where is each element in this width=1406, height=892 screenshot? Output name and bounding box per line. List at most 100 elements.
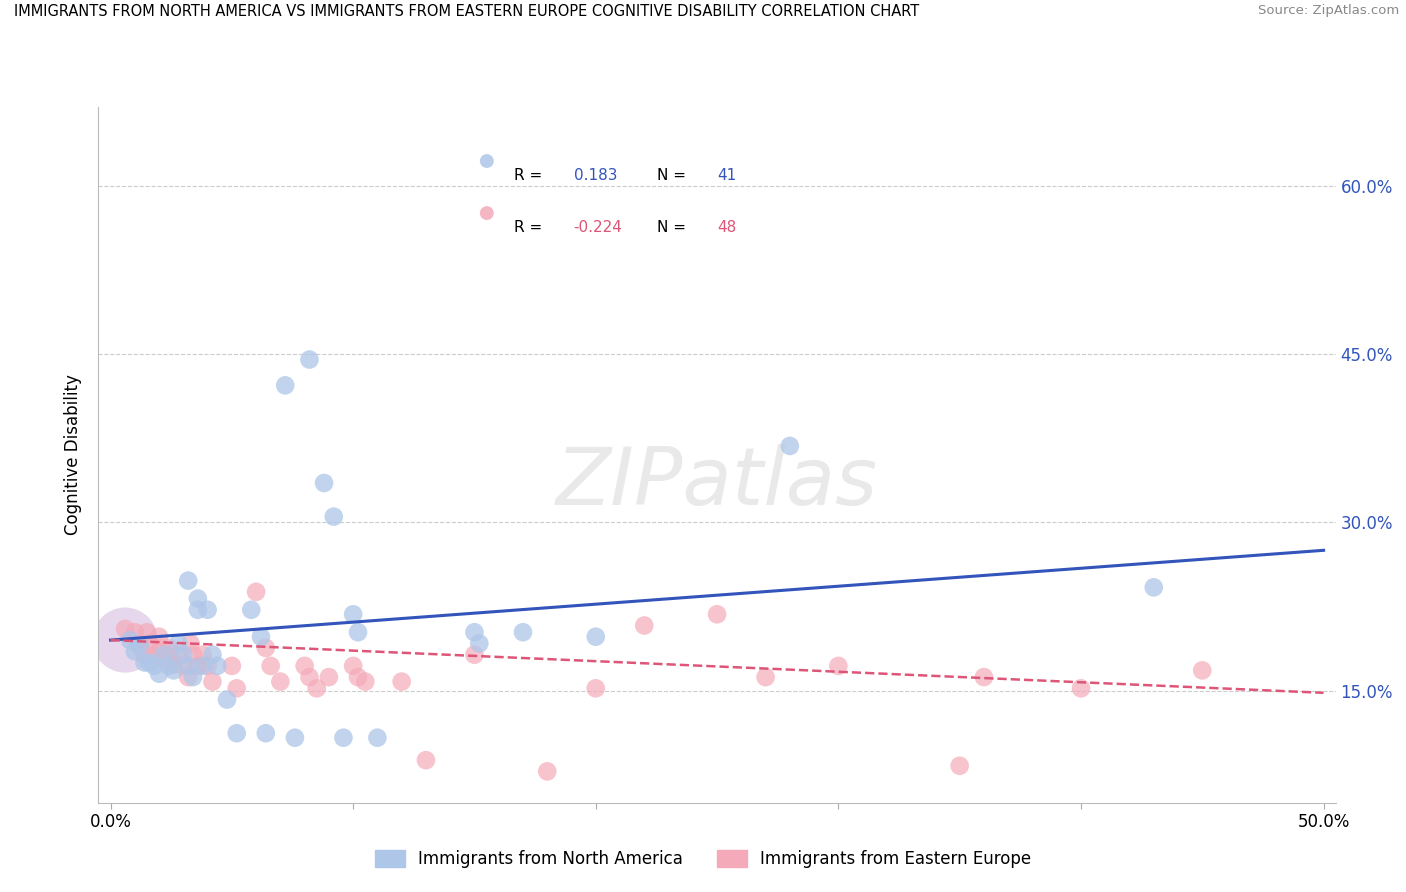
Point — [305, 681, 328, 696]
Point — [322, 509, 344, 524]
Point — [240, 603, 263, 617]
Point — [136, 625, 159, 640]
Point — [354, 674, 377, 689]
Point — [157, 659, 180, 673]
Point — [269, 674, 291, 689]
Point — [167, 648, 190, 662]
Point — [342, 607, 364, 622]
Point — [475, 206, 498, 220]
Point — [254, 726, 277, 740]
Point — [391, 674, 413, 689]
Text: -0.224: -0.224 — [574, 219, 623, 235]
Point — [298, 352, 321, 367]
Point — [415, 753, 437, 767]
Point — [284, 731, 307, 745]
Point — [294, 659, 316, 673]
Text: IMMIGRANTS FROM NORTH AMERICA VS IMMIGRANTS FROM EASTERN EUROPE COGNITIVE DISABI: IMMIGRANTS FROM NORTH AMERICA VS IMMIGRA… — [14, 4, 920, 20]
Point — [191, 659, 214, 673]
Point — [197, 603, 219, 617]
Point — [225, 681, 247, 696]
Y-axis label: Cognitive Disability: Cognitive Disability — [65, 375, 83, 535]
Point — [172, 648, 194, 662]
Legend: Immigrants from North America, Immigrants from Eastern Europe: Immigrants from North America, Immigrant… — [368, 843, 1038, 875]
Point — [191, 648, 214, 662]
Point — [177, 659, 200, 673]
Point — [468, 636, 491, 650]
Point — [177, 574, 200, 588]
Point — [114, 633, 136, 648]
Text: Source: ZipAtlas.com: Source: ZipAtlas.com — [1258, 4, 1399, 18]
Point — [949, 758, 972, 772]
Point — [1070, 681, 1092, 696]
Text: ZIPatlas: ZIPatlas — [555, 443, 879, 522]
Point — [148, 630, 170, 644]
Point — [298, 670, 321, 684]
Text: 41: 41 — [717, 168, 737, 183]
Point — [318, 670, 340, 684]
Point — [187, 603, 209, 617]
Point — [114, 622, 136, 636]
Point — [153, 652, 176, 666]
Point — [274, 378, 297, 392]
Text: 0.183: 0.183 — [574, 168, 617, 183]
Point — [1143, 580, 1166, 594]
Point — [463, 648, 485, 662]
Point — [124, 644, 146, 658]
Point — [124, 625, 146, 640]
Point — [181, 670, 204, 684]
Point — [187, 591, 209, 606]
Point — [160, 652, 183, 666]
Point — [134, 648, 156, 662]
Point — [181, 648, 204, 662]
Point — [172, 659, 194, 673]
Point — [332, 731, 354, 745]
Point — [463, 625, 485, 640]
Point — [260, 659, 283, 673]
Point — [475, 154, 498, 169]
Point — [148, 666, 170, 681]
Point — [143, 659, 166, 673]
Point — [536, 764, 558, 779]
Point — [706, 607, 728, 622]
Point — [755, 670, 778, 684]
Point — [157, 640, 180, 655]
Text: N =: N = — [657, 219, 686, 235]
Point — [342, 659, 364, 673]
Point — [143, 648, 166, 662]
Point — [207, 659, 229, 673]
Point — [585, 681, 607, 696]
Point — [201, 674, 224, 689]
Point — [347, 625, 370, 640]
Point — [250, 630, 273, 644]
Point — [585, 630, 607, 644]
Point — [827, 659, 849, 673]
Point — [1191, 664, 1213, 678]
Point — [973, 670, 995, 684]
Point — [134, 656, 156, 670]
Point — [201, 648, 224, 662]
Point — [245, 584, 267, 599]
Point — [150, 640, 173, 655]
Point — [366, 731, 388, 745]
Point — [162, 657, 184, 672]
Point — [138, 636, 160, 650]
Text: R =: R = — [513, 219, 541, 235]
Text: R =: R = — [513, 168, 541, 183]
Point — [128, 639, 150, 653]
Point — [347, 670, 370, 684]
Point — [633, 618, 655, 632]
Point — [197, 659, 219, 673]
Point — [138, 656, 160, 670]
Point — [167, 636, 190, 650]
Text: N =: N = — [657, 168, 686, 183]
Point — [162, 664, 184, 678]
Point — [153, 648, 176, 662]
Point — [221, 659, 243, 673]
Point — [128, 636, 150, 650]
Point — [225, 726, 247, 740]
Point — [118, 633, 141, 648]
Point — [254, 640, 277, 655]
Point — [177, 670, 200, 684]
Point — [779, 439, 801, 453]
Point — [187, 659, 209, 673]
